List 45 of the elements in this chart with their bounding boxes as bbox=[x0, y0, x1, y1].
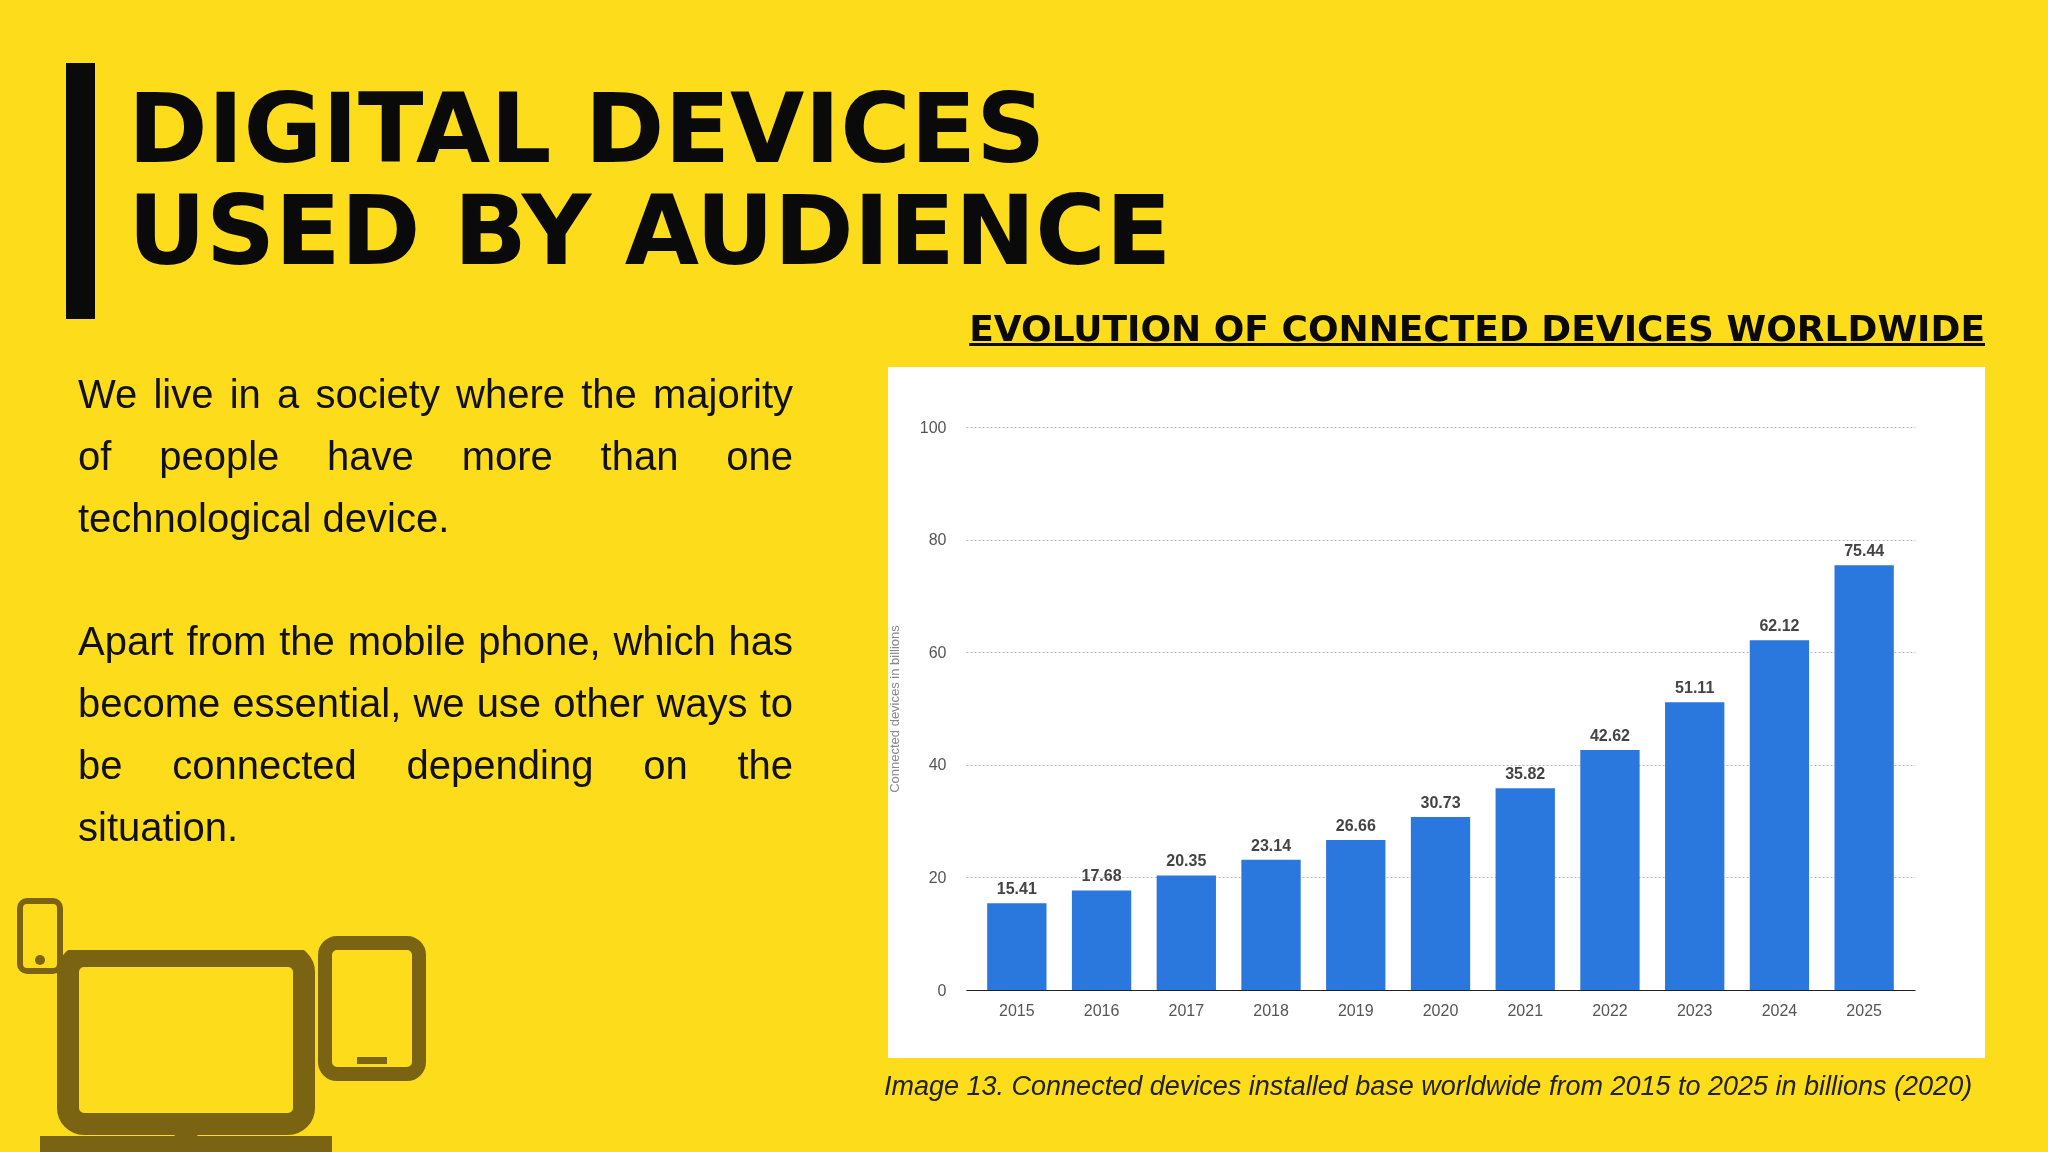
x-tick-label: 2019 bbox=[1337, 1001, 1374, 1019]
x-tick-label: 2020 bbox=[1422, 1001, 1459, 1019]
y-axis-title: Connected devices in billions bbox=[886, 624, 902, 793]
data-label: 20.35 bbox=[1166, 852, 1207, 870]
bar bbox=[1580, 750, 1640, 990]
x-tick-label: 2025 bbox=[1846, 1001, 1883, 1019]
y-tick-label: 60 bbox=[928, 643, 947, 661]
text: We live in a society where the majority of people have more than one technological device. bbox=[78, 371, 793, 542]
data-label: 15.41 bbox=[996, 880, 1037, 898]
x-tick-label: 2018 bbox=[1253, 1001, 1289, 1019]
text: Image 13. Connected devices installed base worldwide from 2015 to 2025 in billions (2020) bbox=[884, 1070, 1974, 1103]
data-label: 42.62 bbox=[1589, 727, 1631, 745]
bar bbox=[1326, 839, 1386, 990]
bar bbox=[1749, 640, 1810, 990]
data-label: 23.14 bbox=[1251, 836, 1292, 854]
bar bbox=[1495, 788, 1555, 990]
bar bbox=[1834, 565, 1894, 990]
bar bbox=[1665, 702, 1725, 990]
bar bbox=[1241, 859, 1301, 990]
x-tick-label: 2017 bbox=[1168, 1001, 1205, 1019]
bar bbox=[1156, 875, 1216, 990]
x-tick-label: 2016 bbox=[1083, 1001, 1120, 1019]
data-label: 51.11 bbox=[1675, 679, 1715, 697]
bar bbox=[1410, 816, 1471, 990]
y-tick-label: 80 bbox=[928, 531, 947, 549]
x-tick-label: 2021 bbox=[1507, 1001, 1544, 1019]
data-label: 26.66 bbox=[1335, 816, 1376, 834]
bar bbox=[1071, 890, 1132, 990]
bar bbox=[987, 903, 1047, 990]
data-label: 17.68 bbox=[1081, 867, 1122, 885]
x-tick-label: 2024 bbox=[1761, 1001, 1798, 1019]
data-label: 30.73 bbox=[1420, 793, 1461, 811]
x-tick-label: 2023 bbox=[1676, 1001, 1713, 1019]
y-tick-label: 0 bbox=[937, 981, 947, 999]
chart-subtitle: EVOLUTION OF CONNECTED DEVICES WORLDWIDE bbox=[969, 308, 1985, 349]
x-tick-label: 2022 bbox=[1592, 1001, 1628, 1019]
chart-title: DIGITAL DEVICES USED BY AUDIENCE bbox=[128, 73, 1173, 287]
y-tick-label: 20 bbox=[928, 868, 947, 886]
y-tick-label: 100 bbox=[919, 418, 947, 436]
x-tick-label: 2015 bbox=[999, 1001, 1035, 1019]
data-label: 75.44 bbox=[1844, 542, 1885, 560]
text: Apart from the mobile phone, which has become essential, we use other ways to be connected depending on the situation. bbox=[78, 618, 793, 851]
data-label: 35.82 bbox=[1505, 765, 1546, 783]
data-label: 62.12 bbox=[1759, 617, 1800, 635]
y-tick-label: 40 bbox=[928, 756, 947, 774]
